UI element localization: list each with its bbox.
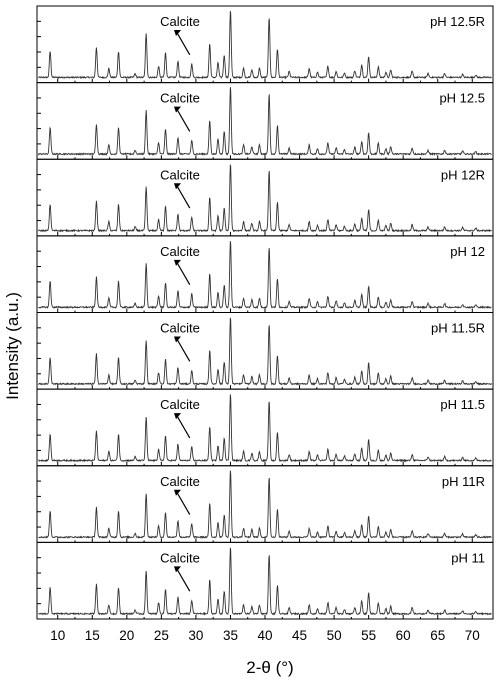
y-axis-title: Intensity (a.u.) [3,292,22,400]
panel-label: pH 12.5 [439,91,485,106]
xrd-pattern-line [37,164,492,233]
xrd-pattern-line [38,470,492,540]
panel-label: pH 12.5R [430,14,485,29]
calcite-label: Calcite [160,167,200,182]
calcite-arrowhead [174,259,181,266]
calcite-arrow [175,107,191,132]
x-tick-label: 40 [257,628,272,643]
calcite-label: Calcite [160,321,200,336]
panel: Calcite pH 11.5R [36,312,494,390]
calcite-arrowhead [174,30,181,36]
x-tick-label: 10 [50,628,65,643]
calcite-arrow [175,413,191,439]
calcite-arrow [175,260,191,286]
panel-label: pH 11R [442,474,485,489]
calcite-label: Calcite [160,244,200,259]
calcite-arrowhead [174,106,181,113]
x-axis-title: 2-θ (°) [246,658,293,677]
panel-frame [36,158,494,237]
calcite-arrow [175,490,191,515]
x-axis: 10 15 20 25 30 35 40 45 50 55 60 65 70 [50,628,480,643]
panel-frame [36,235,494,313]
calcite-label: Calcite [160,14,200,29]
calcite-label: Calcite [160,474,200,489]
x-tick-label: 15 [85,628,100,643]
calcite-arrow [175,567,191,592]
x-tick-label: 60 [396,628,411,643]
calcite-arrowhead [174,413,181,420]
panel: Calcite pH 12 [36,235,494,313]
calcite-arrowhead [174,183,181,190]
panel: Calcite pH 11.5 [36,388,494,467]
calcite-label: Calcite [160,550,200,565]
panel-frame [36,465,494,543]
panel: Calcite pH 12.5R [36,5,494,84]
panel-label: pH 11 [451,550,485,565]
x-tick-label: 45 [292,628,307,643]
xrd-pattern-line [38,10,492,80]
panel-label: pH 11.5 [440,397,485,412]
x-tick-label: 25 [154,628,169,643]
calcite-arrowhead [174,336,181,343]
calcite-arrowhead [174,489,181,496]
panel: Calcite pH 12R [36,158,494,237]
panel: Calcite pH 11R [36,465,494,543]
panel-frame [36,5,494,84]
calcite-label: Calcite [160,397,200,412]
calcite-arrow [175,30,191,56]
panel-frame [36,312,494,390]
panel-label: pH 11.5R [431,321,485,336]
panel: Calcite pH 11 [36,541,494,620]
panel-frame [36,82,494,160]
x-tick-label: 70 [465,628,480,643]
x-tick-label: 20 [119,628,134,643]
xrd-pattern-line [37,87,492,156]
xrd-pattern-line [38,241,492,310]
x-tick-label: 50 [327,628,342,643]
xrd-pattern-line [38,547,492,616]
calcite-arrow [175,337,191,362]
xrd-pattern-line [38,394,492,463]
calcite-label: Calcite [160,91,200,106]
panel: Calcite pH 12.5 [36,82,494,160]
x-tick-label: 35 [223,628,238,643]
calcite-arrow [175,183,191,209]
panels-layer: Calcite pH 12.5R Calcite pH 12.5 Calcite pH 1… [36,5,494,620]
x-tick-label: 65 [430,628,445,643]
panel-frame [36,388,494,467]
xrd-pattern-line [38,317,492,386]
panel-label: pH 12R [441,167,485,182]
x-tick-label: 30 [188,628,203,643]
calcite-arrowhead [174,566,181,573]
x-tick-label: 55 [361,628,376,643]
panel-label: pH 12 [450,244,485,259]
panel-frame [36,541,494,620]
